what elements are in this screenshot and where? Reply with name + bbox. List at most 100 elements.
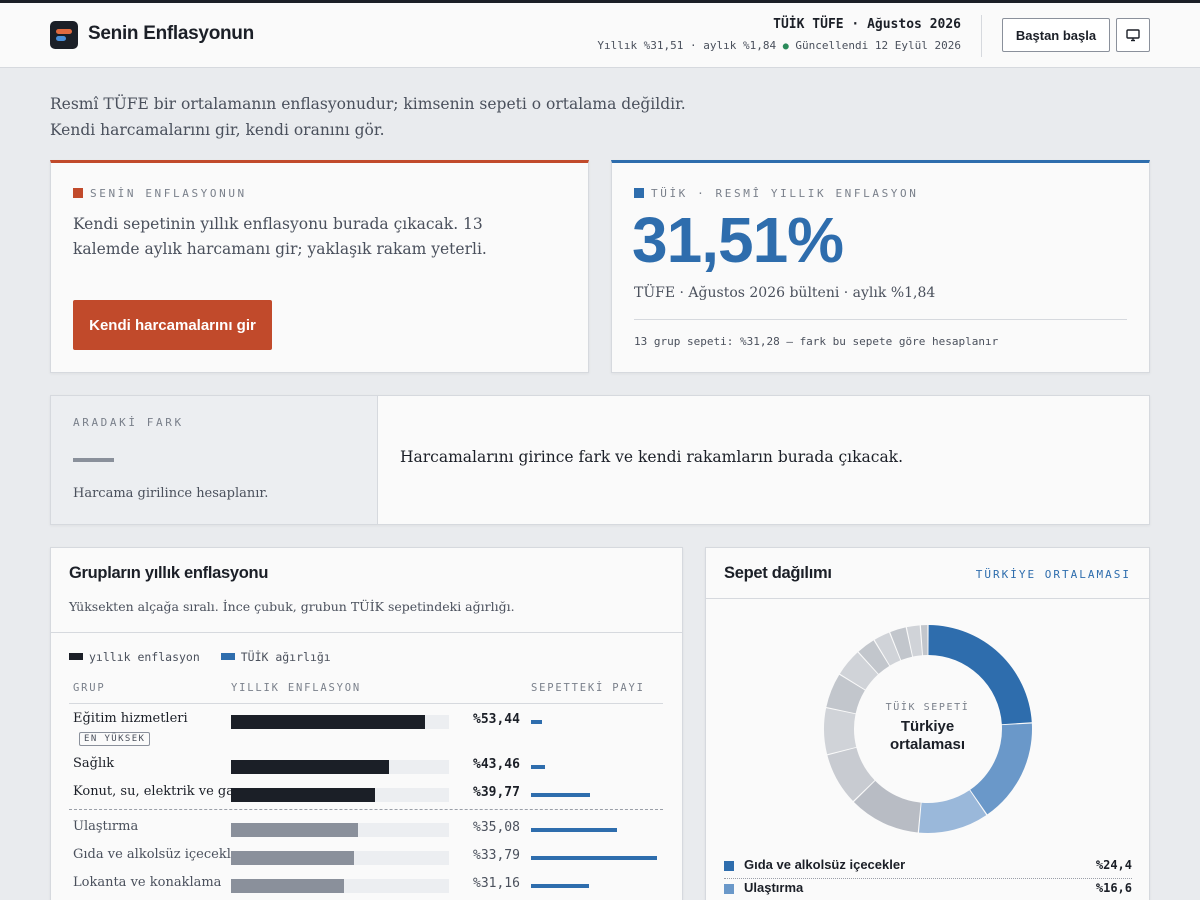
donut-segment[interactable]	[874, 632, 901, 666]
basket-weight-bar	[531, 884, 589, 888]
inflation-value: %53,44	[473, 712, 520, 727]
difference-hint: Harcama girilince hesaplanır.	[73, 486, 269, 501]
donut-segment[interactable]	[827, 747, 875, 802]
official-inflation-value: 31,51%	[632, 204, 844, 276]
donut-segment[interactable]	[839, 652, 878, 690]
group-row[interactable]: Gıda ve alkolsüz içecekler %33,79	[51, 847, 682, 867]
legend-percent: %24,4	[1095, 858, 1132, 872]
app-title: Senin Enflasyonun	[88, 23, 254, 44]
legend-weight: TÜİK ağırlığı	[240, 650, 331, 664]
inflation-bar-track	[231, 823, 449, 837]
group-row[interactable]: Lokanta ve konaklama %31,16	[51, 875, 682, 895]
group-name: Konut, su, elektrik ve gaz	[73, 784, 241, 799]
basket-scope-tag[interactable]: TÜRKİYE ORTALAMASI	[975, 568, 1131, 581]
donut-segment[interactable]	[824, 708, 857, 755]
difference-summary: ARADAKİ FARK Harcama girilince hesaplanı…	[51, 396, 378, 524]
intro-line-2: Kendi harcamalarını gir, kendi oranını g…	[50, 121, 385, 139]
donut-segment[interactable]	[826, 674, 865, 714]
difference-message: Harcamalarını girince fark ve kendi raka…	[400, 448, 904, 466]
inflation-bar	[231, 851, 354, 865]
basket-legend-item[interactable]: Ulaştırma %16,6	[724, 878, 1132, 900]
donut-center-title: Türkiye ortalaması	[889, 718, 966, 753]
legend-label: Ulaştırma	[744, 880, 804, 895]
basket-legend-item[interactable]: Gıda ve alkolsüz içecekler %24,4	[724, 855, 1132, 877]
inflation-bar-track	[231, 879, 449, 893]
threshold-divider	[69, 809, 663, 810]
group-row[interactable]: Konut, su, elektrik ve gaz %39,77	[51, 784, 682, 804]
inflation-value: %35,08	[473, 820, 520, 835]
donut-segment[interactable]	[970, 723, 1032, 815]
empty-value-dash	[73, 458, 114, 462]
inflation-bar-track	[231, 788, 449, 802]
official-inflation-kicker: TÜİK · RESMÎ YILLIK ENFLASYON	[634, 187, 918, 200]
legend-percent: %16,6	[1095, 881, 1132, 895]
intro-text: Resmî TÜFE bir ortalamanın enflasyonudur…	[50, 91, 690, 143]
donut-segment[interactable]	[890, 627, 913, 661]
reset-button[interactable]: Baştan başla	[1002, 18, 1110, 52]
legend-divider	[724, 878, 1132, 879]
column-header-group: GRUP	[73, 682, 106, 694]
column-header-share: SEPETTEKİ PAYI	[531, 682, 645, 694]
cpi-subline: Yıllık %31,51 · aylık %1,84 ● Güncellend…	[597, 39, 961, 52]
group-name: Lokanta ve konaklama	[73, 875, 222, 890]
basket-donut-chart	[824, 625, 1032, 833]
inflation-value: %39,77	[473, 785, 520, 800]
updated-text: Güncellendi 12 Eylül 2026	[795, 39, 961, 52]
legend-inflation: yıllık enflasyon	[89, 650, 200, 664]
legend-swatch	[724, 861, 734, 871]
cpi-headline: TÜİK TÜFE · Ağustos 2026	[773, 17, 961, 32]
square-icon	[634, 188, 644, 198]
bulletin-text: TÜFE · Ağustos 2026 bülteni · aylık %1,8…	[634, 285, 936, 301]
your-inflation-description: Kendi sepetinin yıllık enflasyonu burada…	[73, 215, 487, 258]
intro-line-1: Resmî TÜFE bir ortalamanın enflasyonudur…	[50, 95, 686, 113]
present-mode-button[interactable]	[1116, 18, 1150, 52]
official-inflation-card: TÜİK · RESMÎ YILLIK ENFLASYON 31,51% TÜF…	[611, 160, 1150, 373]
donut-segment[interactable]	[906, 625, 923, 657]
divider	[51, 632, 682, 633]
group-row[interactable]: Eğitim hizmetleri %53,44 EN YÜKSEK	[51, 711, 682, 746]
header-divider	[981, 15, 982, 57]
group-inflation-subtitle: Yüksekten alçağa sıralı. İnce çubuk, gru…	[69, 599, 515, 614]
basket-weight-bar	[531, 765, 545, 769]
monitor-icon	[1126, 29, 1140, 42]
inflation-bar	[231, 760, 389, 774]
square-icon	[73, 188, 83, 198]
header-divider	[69, 703, 663, 704]
legend-swatch	[724, 884, 734, 894]
legend-swatch-weight	[220, 653, 235, 660]
top-accent-line	[0, 0, 1200, 3]
rates-text: Yıllık %31,51 · aylık %1,84	[597, 39, 777, 52]
divider	[706, 598, 1149, 599]
your-inflation-kicker: SENİN ENFLASYONUN	[73, 187, 247, 200]
inflation-bar-track	[231, 715, 449, 729]
group-inflation-title: Grupların yıllık enflasyonu	[69, 564, 269, 582]
legend-label: Gıda ve alkolsüz içecekler	[744, 857, 906, 872]
legend-swatch-inflation	[69, 653, 83, 660]
group-row[interactable]: Ulaştırma %35,08	[51, 819, 682, 839]
donut-center-kicker: TÜİK SEPETİ	[885, 702, 970, 713]
group-name: Ulaştırma	[73, 819, 139, 834]
inflation-bar-track	[231, 760, 449, 774]
donut-segment[interactable]	[853, 780, 921, 833]
inflation-bar	[231, 715, 426, 729]
app-header: Senin Enflasyonun TÜİK TÜFE · Ağustos 20…	[0, 3, 1200, 68]
group-row[interactable]: Sağlık %43,46	[51, 756, 682, 776]
status-dot-icon: ●	[782, 41, 789, 52]
donut-segment[interactable]	[918, 790, 987, 833]
donut-segment[interactable]	[920, 625, 928, 656]
donut-segment[interactable]	[928, 625, 1032, 725]
basket-weight-bar	[531, 856, 657, 860]
inflation-bar-track	[231, 851, 449, 865]
inflation-bar	[231, 879, 345, 893]
basket-note: 13 grup sepeti: %31,28 — fark bu sepete …	[634, 335, 999, 348]
app-logo-icon	[50, 21, 78, 49]
group-name: Gıda ve alkolsüz içecekler	[73, 847, 245, 862]
chart-legend: yıllık enflasyon TÜİK ağırlığı	[69, 650, 331, 664]
inflation-bar	[231, 823, 359, 837]
group-inflation-card: Grupların yıllık enflasyonu Yüksekten al…	[50, 547, 683, 900]
group-name: Sağlık	[73, 756, 115, 771]
column-header-inflation: YILLIK ENFLASYON	[231, 682, 361, 694]
enter-expenses-button[interactable]: Kendi harcamalarını gir	[73, 300, 272, 350]
donut-segment[interactable]	[858, 640, 890, 674]
basket-card: Sepet dağılımı TÜRKİYE ORTALAMASI TÜİK S…	[705, 547, 1150, 900]
